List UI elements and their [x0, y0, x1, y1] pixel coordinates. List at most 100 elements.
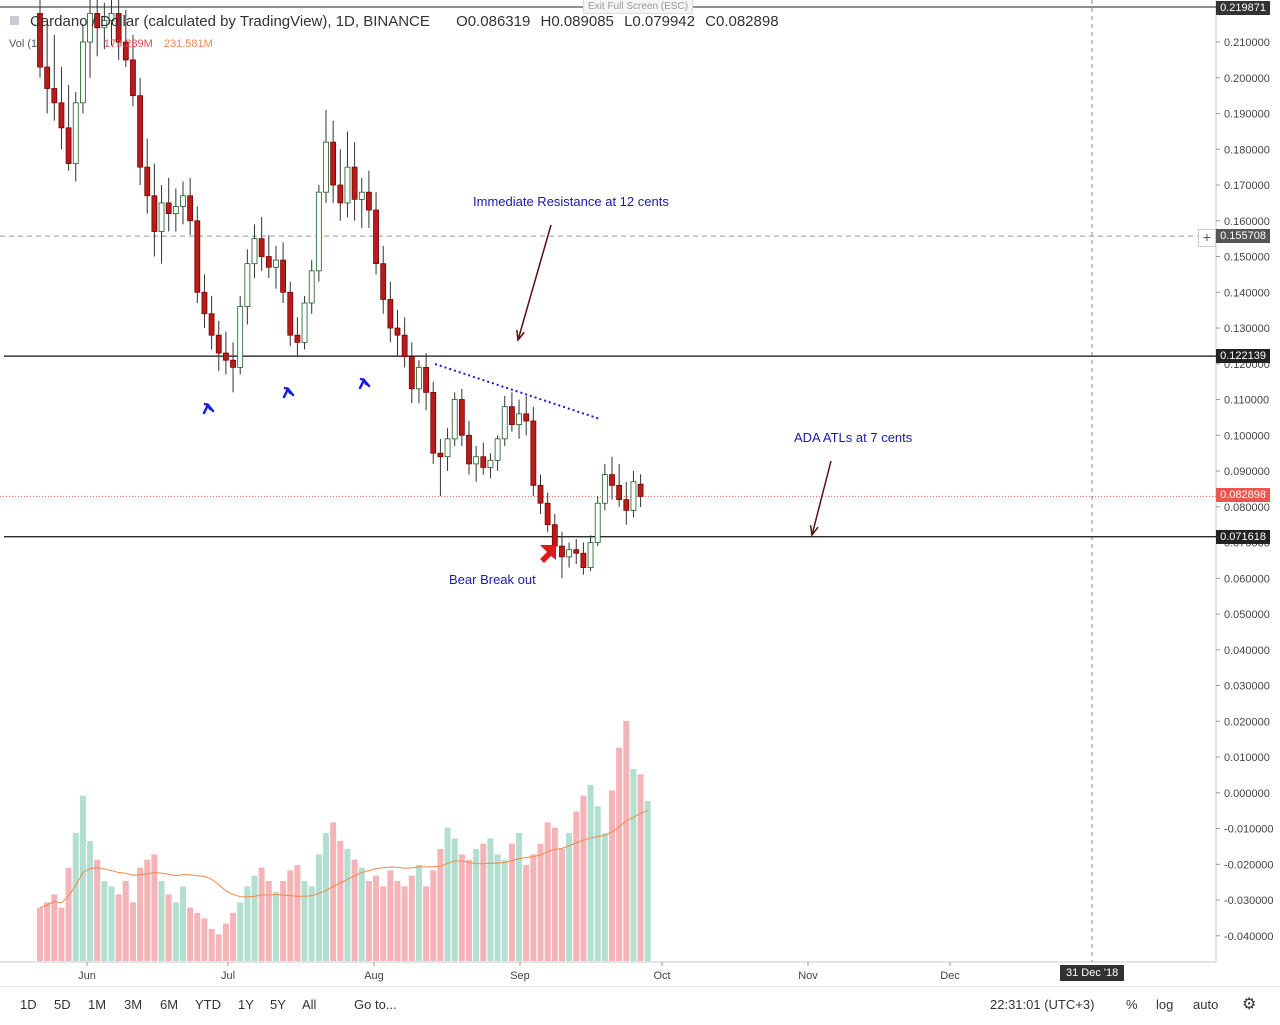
resistance-arrow-head — [516, 329, 525, 342]
volume-bar — [365, 881, 372, 961]
volume-bar — [566, 833, 573, 961]
volume-value: 179.289M — [103, 38, 153, 50]
candle-body — [594, 502, 601, 543]
volume-legend: Vol (1) 179.289M 231.581M — [9, 38, 213, 50]
y-axis-tick-label: 0.140000 — [1224, 287, 1270, 299]
candle-body — [208, 313, 215, 336]
range-5d[interactable]: 5D — [54, 997, 71, 1012]
candle-body — [115, 13, 122, 43]
range-ytd[interactable]: YTD — [195, 997, 221, 1012]
candle-body — [180, 195, 186, 207]
volume-bar — [487, 838, 494, 961]
candle-body — [308, 270, 315, 304]
candle-body — [323, 141, 329, 193]
candle-body — [287, 291, 294, 336]
candle-body — [37, 13, 43, 68]
volume-bar — [387, 870, 394, 961]
y-axis-tick-label: 0.030000 — [1224, 681, 1270, 693]
y-axis-tick-label: 0.020000 — [1224, 716, 1270, 728]
range-all[interactable]: All — [302, 997, 317, 1012]
y-axis-tick-label: -0.030000 — [1224, 895, 1274, 907]
volume-bar — [237, 902, 244, 961]
crosshair-price-tag: 0.155708 — [1216, 229, 1270, 243]
candle-body — [508, 406, 515, 425]
volume-bar — [244, 886, 251, 961]
volume-label[interactable]: Vol (1) — [9, 38, 41, 50]
range-5y[interactable]: 5Y — [270, 997, 286, 1012]
volume-ma-line — [39, 809, 648, 909]
volume-bar — [551, 827, 558, 961]
volume-bar — [637, 774, 644, 961]
candle-body — [44, 66, 51, 89]
y-axis-tick-label: -0.020000 — [1224, 859, 1274, 871]
add-alert-icon[interactable]: + — [1198, 229, 1216, 247]
range-1m[interactable]: 1M — [88, 997, 107, 1012]
clock[interactable]: 22:31:01 (UTC+3) — [990, 997, 1095, 1012]
candle-body — [444, 438, 451, 458]
x-axis-tick-label: Jun — [78, 970, 96, 982]
volume-bar — [380, 886, 387, 961]
log-toggle[interactable]: log — [1156, 997, 1174, 1012]
settings-gear-icon[interactable]: ⚙ — [1242, 996, 1257, 1013]
y-axis-tick-label: 0.050000 — [1224, 609, 1270, 621]
range-3m[interactable]: 3M — [124, 997, 143, 1012]
candle-body — [430, 391, 437, 454]
y-axis-tick-label: 0.090000 — [1224, 466, 1270, 478]
candle-body — [337, 184, 344, 204]
x-axis-tick-label: Oct — [653, 970, 670, 982]
x-axis-tick-label: Jul — [221, 970, 235, 982]
symbol-title[interactable]: Cardano / Dollar (calculated by TradingV… — [30, 13, 430, 30]
candle-body — [351, 166, 358, 200]
candle-body — [344, 166, 351, 204]
y-axis-tick-label: 0.130000 — [1224, 323, 1270, 335]
volume-bar — [444, 827, 451, 961]
exit-fullscreen-button[interactable]: Exit Full Screen (ESC) — [583, 0, 694, 14]
y-axis-tick-label: 0.040000 — [1224, 645, 1270, 657]
candle-body — [301, 302, 308, 343]
volume-bar — [337, 841, 344, 961]
candle-body — [587, 542, 594, 568]
volume-bar — [308, 886, 315, 961]
percent-toggle[interactable]: % — [1126, 997, 1138, 1012]
y-axis-tick-label: 0.190000 — [1224, 109, 1270, 121]
range-1y[interactable]: 1Y — [238, 997, 254, 1012]
range-1d[interactable]: 1D — [20, 997, 37, 1012]
volume-bar — [215, 934, 222, 961]
candle-body — [101, 20, 108, 29]
chart-header: Cardano / Dollar (calculated by TradingV… — [30, 13, 785, 30]
auto-toggle[interactable]: auto — [1193, 997, 1219, 1012]
candle-body — [480, 456, 487, 468]
volume-bar — [344, 849, 351, 961]
candle-body — [365, 191, 372, 211]
volume-bar — [623, 721, 630, 961]
volume-bar — [351, 859, 358, 961]
trendline[interactable] — [434, 363, 601, 420]
candle-body — [201, 291, 208, 315]
candle-body — [222, 352, 229, 361]
volume-bar — [466, 859, 472, 961]
range-6m[interactable]: 6M — [160, 997, 179, 1012]
ohlc-readout: O0.086319 H0.089085 L0.079942 C0.082898 — [456, 13, 784, 30]
resistance-arrow[interactable] — [517, 224, 552, 341]
candle-body — [487, 459, 494, 468]
candle-body — [172, 206, 179, 215]
candle-body — [265, 256, 272, 268]
top-price-tag: 0.219871 — [1216, 1, 1270, 15]
volume-bar — [315, 854, 322, 961]
candle-body — [251, 238, 258, 265]
candle-body — [494, 438, 501, 461]
candle-body — [65, 127, 72, 164]
candle-body — [601, 474, 608, 504]
candle-body — [637, 483, 644, 497]
volume-bar — [272, 891, 279, 961]
volume-bar — [523, 865, 530, 961]
red-arrow-icon — [540, 545, 556, 563]
low-value: L0.079942 — [624, 13, 695, 30]
symbol-menu-icon[interactable] — [10, 16, 19, 25]
open-value: O0.086319 — [456, 13, 531, 30]
atl-arrow[interactable] — [811, 460, 832, 536]
candle-body — [108, 13, 115, 21]
goto-button[interactable]: Go to... — [354, 997, 397, 1012]
volume-bar — [330, 822, 337, 961]
